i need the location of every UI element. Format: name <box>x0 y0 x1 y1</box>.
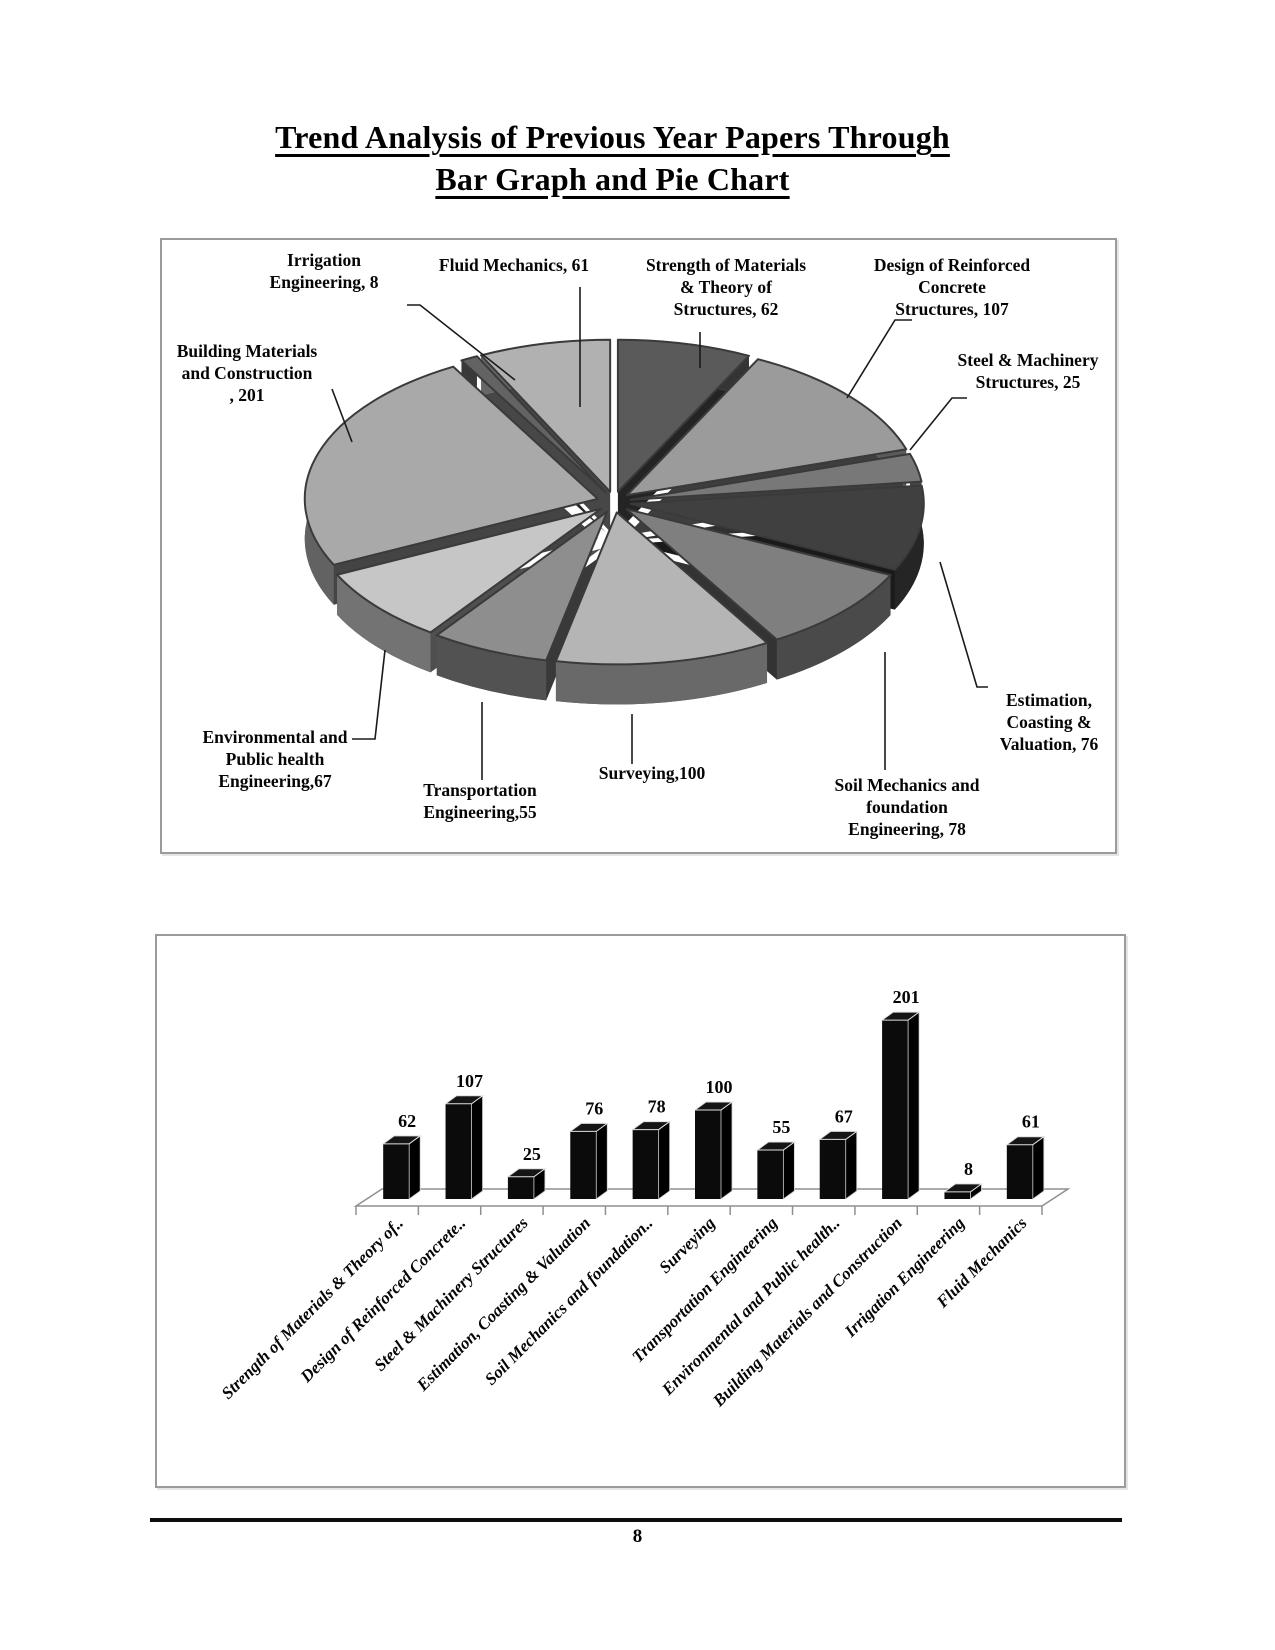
pie-chart: Strength of Materials & Theory of Structur… <box>177 250 1099 839</box>
page-number: 8 <box>632 1526 643 1547</box>
bar-value-label: 107 <box>456 1071 483 1091</box>
pie-slice <box>616 338 750 493</box>
pie-slice-label: Strength of Materials & Theory of Structur… <box>646 255 806 319</box>
bar <box>507 1176 534 1199</box>
bar-value-label: 76 <box>585 1098 603 1118</box>
pie-slice-side <box>894 485 924 610</box>
bar-value-label: 78 <box>648 1097 666 1117</box>
bar-side-face <box>1032 1135 1045 1200</box>
bar-value-label: 100 <box>706 1077 733 1097</box>
bar <box>944 1191 971 1199</box>
bar-top-face <box>506 1168 547 1178</box>
bar-top-face <box>942 1183 983 1193</box>
pie-slice <box>625 358 908 497</box>
bar-category-label: Surveying <box>655 1213 719 1277</box>
pie-label-leader-line <box>407 304 516 381</box>
pie-slice-label: Transportation Engineering,55 <box>423 780 537 822</box>
bar <box>383 1143 410 1199</box>
bar-top-face <box>631 1121 672 1131</box>
bar-side-face <box>658 1120 671 1200</box>
page-title-line1: Trend Analysis of Previous Year Papers T… <box>275 119 950 155</box>
pie-slice-label: Estimation, Coasting & Valuation, 76 <box>1000 690 1099 754</box>
bar <box>445 1103 472 1199</box>
pie-slice <box>336 507 602 634</box>
pie-label-leader-line <box>846 319 912 399</box>
pie-slice <box>629 484 925 571</box>
pie-slice-label: Steel & Machinery Structures, 25 <box>958 350 1099 392</box>
pie-label-leader-line <box>352 649 386 740</box>
pie-chart-panel: Strength of Materials & Theory of Structur… <box>160 238 1117 854</box>
bar-top-face <box>568 1122 609 1132</box>
bar <box>695 1110 721 1199</box>
bar <box>632 1129 659 1199</box>
pie-slice <box>554 511 769 666</box>
pie-slice <box>303 365 599 566</box>
bar-value-label: 8 <box>964 1159 973 1179</box>
pie-slice <box>625 508 892 641</box>
pie-slice-side <box>337 574 431 673</box>
bar-category-label: Irrigation Engineering <box>840 1213 968 1341</box>
bar-top-face <box>818 1130 859 1140</box>
pie-slice-label: Environmental and Public health Engineerin… <box>202 727 347 791</box>
pie-slice-side <box>555 642 768 705</box>
bar <box>757 1150 784 1199</box>
bar <box>570 1131 597 1199</box>
pie-slice-label: Design of Reinforced Concrete Structures, … <box>874 255 1030 319</box>
bar-value-label: 25 <box>523 1144 541 1164</box>
bar-top-face <box>693 1101 734 1111</box>
pie-label-leader-line <box>331 388 353 443</box>
bar-top-face <box>880 1011 921 1021</box>
pie-slice-side <box>776 575 891 680</box>
pie-slice-label: Soil Mechanics and foundation Engineering,… <box>835 775 980 839</box>
pie-label-leader-line <box>939 561 988 688</box>
bar-side-face <box>595 1122 608 1200</box>
pie-slice-label: Fluid Mechanics, 61 <box>439 255 589 275</box>
bar <box>882 1020 909 1199</box>
bar-side-face <box>720 1101 733 1200</box>
pie-slice-label: Irrigation Engineering, 8 <box>270 250 379 292</box>
pie-label-leader-line <box>909 397 967 451</box>
bar-side-face <box>782 1141 795 1200</box>
bar-value-label: 67 <box>835 1106 853 1126</box>
pie-slice <box>460 355 608 494</box>
bar-top-face <box>444 1095 485 1105</box>
bar-value-label: 201 <box>893 987 920 1007</box>
bar-value-label: 55 <box>772 1117 790 1137</box>
bar-side-face <box>408 1135 421 1200</box>
bar-top-face <box>1005 1136 1046 1146</box>
bar <box>819 1139 846 1199</box>
pie-slice-label: Surveying,100 <box>599 763 706 783</box>
bar-side-face <box>471 1094 483 1200</box>
bar-value-label: 62 <box>398 1111 416 1131</box>
pie-slice-label: Building Materials and Construction, 201 <box>177 341 318 405</box>
footer-rule <box>150 1518 1122 1522</box>
pie-slice-side <box>436 635 547 701</box>
bar <box>1006 1144 1033 1199</box>
pie-slice <box>435 510 609 662</box>
bar-side-face <box>907 1011 920 1200</box>
page-title: Trend Analysis of Previous Year Papers T… <box>0 116 1225 200</box>
pie-slice <box>629 452 923 501</box>
bar-top-face <box>381 1135 422 1145</box>
bar-side-face <box>845 1130 858 1200</box>
page-title-line2: Bar Graph and Pie Chart <box>435 161 790 198</box>
bar-value-label: 61 <box>1022 1112 1040 1132</box>
bar-top-face <box>755 1141 796 1151</box>
bar-chart-panel: 62 Strength of Materials & Theory of.. 107… <box>155 934 1126 1488</box>
